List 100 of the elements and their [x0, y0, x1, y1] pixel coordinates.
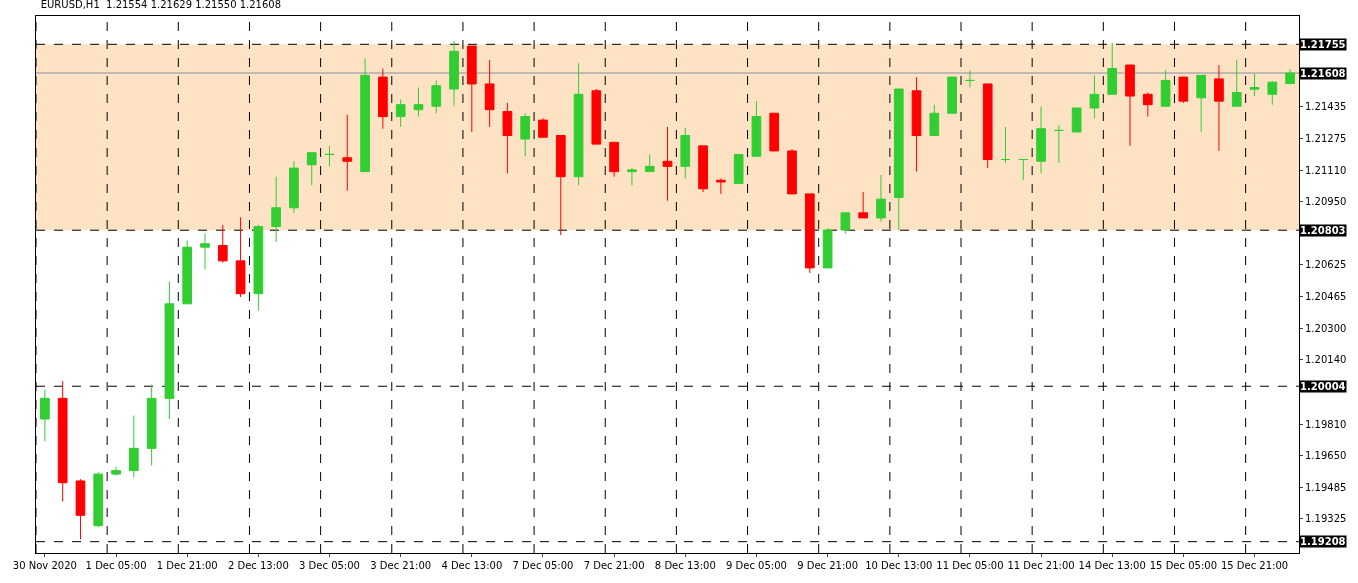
- candlestick: [716, 177, 726, 195]
- candlestick: [1125, 64, 1135, 147]
- candlestick: [751, 100, 762, 157]
- candlestick: [200, 233, 210, 270]
- candlestick: [982, 83, 993, 169]
- candlestick: [822, 227, 833, 269]
- ref-line-label: 1.20004: [1300, 381, 1346, 392]
- candlestick: [538, 117, 548, 138]
- x-tick-label: 3 Dec 05:00: [299, 560, 360, 571]
- candlestick: [378, 68, 388, 130]
- x-tick-label: 15 Dec 05:00: [1149, 560, 1217, 571]
- x-tick-label: 14 Dec 13:00: [1078, 560, 1146, 571]
- candlestick: [1196, 74, 1207, 133]
- candlestick: [502, 102, 513, 174]
- candlestick: [947, 76, 957, 114]
- y-tick-label: 1.20300: [1305, 322, 1347, 334]
- candlestick: [1249, 73, 1260, 97]
- candlestick: [662, 126, 673, 202]
- candlestick: [1178, 76, 1189, 104]
- y-tick-label: 1.19650: [1305, 449, 1347, 461]
- candlestick: [431, 79, 442, 114]
- ref-line-label: 1.20803: [1300, 225, 1346, 236]
- candlestick: [1018, 159, 1029, 181]
- y-tick-label: 1.20465: [1305, 290, 1347, 302]
- candlestick: [146, 384, 157, 467]
- x-tick-label: 10 Dec 13:00: [865, 560, 933, 571]
- candlestick: [893, 88, 904, 231]
- ref-line-label: 1.19208: [1300, 536, 1346, 547]
- candlestick: [965, 69, 975, 88]
- candlestick: [271, 176, 282, 243]
- ref-line-label: 1.21608: [1300, 68, 1346, 79]
- candlestick: [609, 141, 619, 178]
- x-tick-label: 9 Dec 05:00: [725, 560, 787, 571]
- candlestick: [342, 114, 353, 192]
- x-tick-label: 9 Dec 21:00: [797, 560, 859, 571]
- candlestick: [733, 153, 744, 185]
- candlestick: [1036, 105, 1046, 174]
- x-tick-label: 1 Dec 05:00: [85, 560, 147, 571]
- y-tick-label: 1.21435: [1305, 101, 1347, 113]
- candlestick: [911, 76, 922, 173]
- y-tick-label: 1.19325: [1305, 513, 1347, 525]
- candlestick: [787, 148, 797, 195]
- candlestick: [573, 62, 584, 186]
- candlestick: [182, 239, 193, 305]
- x-tick-label: 15 Dec 21:00: [1220, 560, 1289, 571]
- candlestick: [876, 174, 886, 222]
- candlestick: [804, 193, 815, 274]
- candlestick: [395, 98, 406, 128]
- y-tick-label: 1.20950: [1305, 196, 1347, 208]
- candlestick: [128, 415, 139, 478]
- x-tick-label: 3 Dec 21:00: [370, 560, 432, 571]
- chart-title: EURUSD,H1 1.21554 1.21629 1.21550 1.21608: [40, 0, 282, 11]
- candlestick: [217, 224, 228, 264]
- candlestick: [289, 160, 299, 214]
- candlestick: [858, 191, 869, 219]
- candlestick: [413, 86, 424, 118]
- x-tick-label: 7 Dec 05:00: [512, 560, 574, 571]
- x-tick-label: 4 Dec 13:00: [441, 560, 503, 571]
- candlestick: [93, 471, 104, 528]
- candlestick: [40, 389, 50, 442]
- candlestick: [253, 224, 264, 312]
- candlestick: [840, 212, 851, 235]
- candlestick: [1089, 74, 1100, 119]
- y-tick-label: 1.19485: [1305, 482, 1347, 494]
- candlestick: [1160, 69, 1171, 107]
- candlestick: [769, 112, 780, 152]
- x-tick-label: 11 Dec 05:00: [936, 560, 1004, 571]
- y-tick-label: 1.20625: [1305, 259, 1347, 271]
- candlestick: [1142, 92, 1153, 118]
- candlestick: [555, 135, 566, 236]
- candlestick: [1000, 126, 1011, 164]
- candlestick: [164, 281, 175, 420]
- candlestick: [360, 57, 370, 173]
- candlestick: [306, 152, 317, 186]
- candlestick: [484, 59, 495, 128]
- candlestick: [1214, 64, 1224, 152]
- candlestick: [57, 380, 68, 502]
- x-tick-label: 8 Dec 13:00: [654, 560, 716, 571]
- candlestick: [1107, 42, 1118, 95]
- candlestick: [627, 167, 637, 186]
- candlestick: [644, 153, 655, 173]
- x-tick-label: 7 Dec 21:00: [583, 560, 645, 571]
- ref-line-label: 1.21755: [1300, 39, 1346, 50]
- y-tick-label: 1.20140: [1305, 354, 1347, 366]
- y-tick-label: 1.21110: [1305, 164, 1347, 176]
- candlestick: [449, 40, 459, 107]
- x-tick-label: 1 Dec 21:00: [156, 560, 218, 571]
- candlestick: [75, 478, 86, 540]
- candlestick: [698, 145, 708, 193]
- x-tick-label: 30 Nov 2020: [12, 560, 77, 571]
- candlestick: [466, 45, 477, 133]
- candlestick: [1053, 124, 1064, 164]
- x-tick-label: 11 Dec 21:00: [1007, 560, 1075, 571]
- y-tick-label: 1.21275: [1305, 132, 1347, 144]
- x-tick-label: 2 Dec 13:00: [227, 560, 289, 571]
- candlestick: [1285, 68, 1295, 85]
- candlestick: [235, 216, 246, 298]
- y-tick-label: 1.19810: [1305, 418, 1347, 430]
- candlestick: [1267, 80, 1278, 106]
- candlestick: [591, 88, 602, 145]
